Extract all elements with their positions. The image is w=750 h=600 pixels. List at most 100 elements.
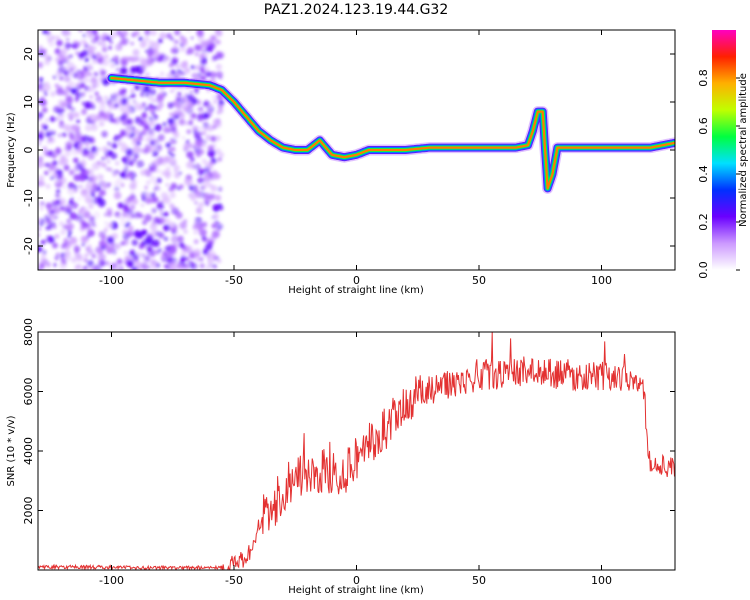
spectrogram-noise-blob	[74, 41, 81, 48]
spectrogram-noise-blob	[206, 45, 214, 53]
spectrogram-noise-blob	[55, 48, 60, 53]
spectrogram-noise-blob	[169, 137, 177, 145]
spectrogram-noise-blob	[124, 163, 129, 168]
spectrogram-noise-blob	[100, 103, 105, 107]
spectrogram-noise-blob	[201, 158, 208, 164]
spectrogram-noise-blob	[148, 144, 157, 153]
spectrogram-y-tick-label: -20	[22, 237, 35, 255]
spectrogram-noise-blob	[195, 151, 202, 158]
spectrogram-noise-blob	[150, 262, 158, 270]
spectrogram-noise-blob	[186, 151, 194, 159]
spectrogram-noise-blob	[75, 83, 80, 87]
spectrogram-noise-blob	[157, 248, 162, 253]
spectrogram-noise-blob	[60, 229, 66, 236]
spectrogram-noise-blob	[74, 251, 81, 258]
spectrogram-noise-blob	[138, 36, 143, 42]
spectrogram-noise-blob	[177, 186, 181, 191]
spectrogram-noise-blob	[114, 103, 119, 108]
spectrogram-noise-blob	[215, 71, 223, 79]
spectrogram-noise-blob	[71, 257, 77, 263]
spectrogram-noise-blob	[138, 148, 144, 153]
spectrogram-noise-blob	[104, 54, 109, 59]
snr-y-tick-label: 2000	[22, 497, 35, 525]
spectrogram-noise-blob	[162, 122, 167, 126]
spectrogram-noise-blob	[128, 160, 134, 166]
spectrogram-noise-blob	[209, 160, 214, 165]
spectrogram-noise-blob	[93, 72, 98, 76]
spectrogram-noise-blob	[38, 160, 44, 169]
spectrogram-noise-blob	[190, 192, 196, 199]
spectrogram-noise-blob	[152, 41, 160, 50]
spectrogram-noise-blob	[159, 209, 164, 214]
spectrogram-noise-blob	[140, 92, 145, 97]
spectrogram-noise-blob	[107, 213, 112, 217]
spectrogram-noise-blob	[179, 221, 187, 230]
spectrogram-noise-blob	[134, 102, 141, 109]
spectrogram-noise-blob	[70, 87, 78, 95]
spectrogram-noise-blob	[113, 181, 120, 187]
spectrogram-noise-blob	[73, 184, 78, 189]
spectrogram-noise-blob	[38, 246, 41, 251]
spectrogram-noise-blob	[94, 81, 100, 88]
spectrogram-x-tick-label: 50	[472, 274, 486, 287]
spectrogram-noise-blob	[112, 118, 117, 123]
spectrogram-noise-blob	[186, 47, 195, 55]
spectrogram-noise-blob	[121, 211, 128, 218]
spectrogram-noise-blob	[66, 103, 72, 110]
spectrogram-noise-blob	[193, 65, 199, 70]
spectrogram-noise-blob	[180, 61, 189, 70]
spectrogram-noise-blob	[101, 46, 108, 53]
colorbar: 0.0 0.2 0.4 0.6 0.8 Normalized spectral ampl…	[697, 30, 749, 279]
spectrogram-noise-blob	[209, 198, 213, 203]
spectrogram-x-axis-label: Height of straight line (km)	[288, 285, 424, 296]
spectrogram-noise-blob	[143, 36, 150, 43]
spectrogram-noise-blob	[193, 145, 197, 149]
spectrogram-noise-blob	[174, 172, 181, 179]
spectrogram-noise-blob	[178, 112, 185, 119]
spectrogram-noise-blob	[119, 67, 128, 75]
spectrogram-noise-blob	[99, 161, 106, 167]
spectrogram-noise-blob	[63, 238, 69, 243]
spectrogram-noise-blob	[162, 94, 166, 98]
spectrogram-noise-blob	[139, 214, 144, 219]
spectrogram-noise-blob	[76, 119, 80, 124]
spectrogram-noise-blob	[90, 265, 99, 270]
spectrogram-noise-blob	[124, 251, 128, 255]
spectrogram-noise-blob	[46, 31, 51, 35]
spectrogram-noise-blob	[183, 229, 188, 234]
spectrogram-noise-blob	[195, 205, 202, 212]
spectrogram-noise-blob	[146, 57, 155, 66]
spectrogram-noise-blob	[152, 150, 159, 157]
spectrogram-noise-blob	[195, 139, 203, 147]
spectrogram-noise-blob	[133, 152, 139, 159]
spectrogram-noise-blob	[105, 35, 111, 41]
spectrogram-noise-blob	[43, 163, 48, 167]
spectrogram-y-axis: -20 -10 0 10 20	[22, 47, 675, 255]
spectrogram-noise-blob	[152, 239, 160, 248]
spectrogram-noise-blob	[52, 172, 58, 178]
spectrogram-noise-blob	[38, 77, 44, 82]
spectrogram-noise-blob	[114, 172, 117, 176]
spectrogram-noise-blob	[50, 91, 56, 97]
spectrogram-noise-blob	[163, 246, 168, 251]
spectrogram-noise-blob	[114, 161, 120, 166]
spectrogram-noise-blob	[88, 84, 96, 92]
spectrogram-noise-blob	[185, 256, 190, 261]
spectrogram-noise-blob	[120, 241, 125, 246]
spectrogram-noise-blob	[57, 133, 62, 138]
spectrogram-noise-blob	[116, 138, 122, 144]
spectrogram-noise-blob	[57, 159, 65, 166]
spectrogram-noise-blob	[153, 186, 159, 192]
spectrogram-noise-blob	[59, 76, 64, 81]
spectrogram-noise-blob	[146, 180, 151, 185]
spectrogram-noise-blob	[75, 91, 83, 99]
spectrogram-noise-blob	[52, 242, 58, 249]
spectrogram-noise-blob	[173, 207, 177, 212]
spectrogram-noise-blob	[61, 45, 70, 54]
spectrogram-noise-blob	[191, 72, 198, 80]
spectrogram-noise-blob	[148, 120, 155, 127]
spectrogram-noise-blob	[105, 225, 109, 229]
spectrogram-noise-blob	[141, 112, 148, 119]
spectrogram-noise-blob	[44, 170, 49, 176]
spectrogram-noise-blob	[80, 167, 85, 172]
